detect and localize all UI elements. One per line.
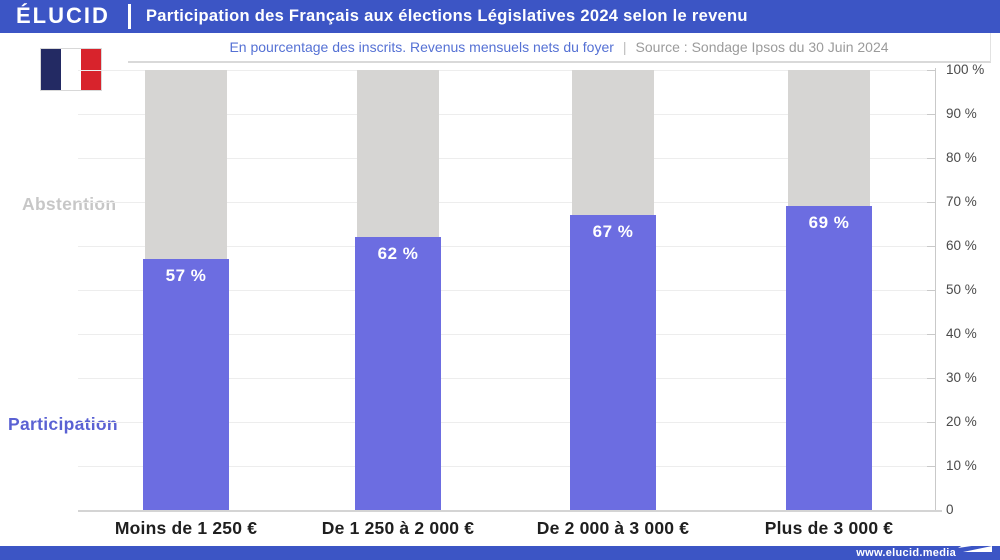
y-axis-tick (927, 422, 935, 423)
category-label: De 1 250 à 2 000 € (321, 518, 475, 538)
bar-value-label: 67 % (592, 222, 634, 242)
x-axis-line (78, 510, 942, 512)
category-label: Plus de 3 000 € (764, 518, 894, 538)
y-axis-tick (927, 378, 935, 379)
gridline (78, 466, 935, 467)
participation-bar (570, 215, 656, 510)
france-flag-icon (40, 48, 102, 91)
participation-bar (355, 237, 441, 510)
y-tick-label: 50 % (946, 282, 977, 297)
y-tick-label: 100 % (946, 62, 985, 77)
bar-value-label: 57 % (165, 266, 207, 286)
website-url: www.elucid.media (856, 547, 956, 559)
y-tick-label: 20 % (946, 414, 977, 429)
y-axis-line (935, 68, 936, 512)
abstention-bar (145, 70, 227, 260)
gridline (78, 158, 935, 159)
header-bar: ÉLUCID Participation des Français aux él… (0, 0, 1000, 33)
logo-separator (128, 4, 131, 29)
gridline (78, 70, 935, 71)
subtitle-source: Source : Sondage Ipsos du 30 Juin 2024 (635, 39, 889, 55)
elucid-logo: ÉLUCID (16, 3, 110, 28)
y-axis-tick (927, 334, 935, 335)
y-axis-tick (927, 246, 935, 247)
bar-value-label: 69 % (808, 213, 850, 233)
elucid-arrow-icon (958, 527, 992, 552)
y-tick-label: 40 % (946, 326, 977, 341)
category-label: De 2 000 à 3 000 € (536, 518, 690, 538)
category-label: Moins de 1 250 € (114, 518, 258, 538)
footer-bar (0, 546, 1000, 560)
gridline (78, 334, 935, 335)
y-tick-label: 90 % (946, 106, 977, 121)
y-axis-tick (927, 114, 935, 115)
y-tick-label: 70 % (946, 194, 977, 209)
y-tick-label: 80 % (946, 150, 977, 165)
y-tick-label: 30 % (946, 370, 977, 385)
flag-stripe-red (81, 49, 101, 90)
gridline (78, 378, 935, 379)
subtitle-separator: | (622, 39, 627, 55)
y-axis-tick (927, 466, 935, 467)
bar-value-label: 62 % (377, 244, 419, 264)
y-tick-label: 60 % (946, 238, 977, 253)
y-axis-tick (927, 70, 935, 71)
y-tick-label: 10 % (946, 458, 977, 473)
y-axis-tick (927, 290, 935, 291)
page-title: Participation des Français aux élections… (146, 7, 748, 25)
participation-bar (143, 259, 229, 510)
gridline (78, 290, 935, 291)
gridline (78, 246, 935, 247)
abstention-bar (572, 70, 654, 216)
participation-label: Participation (8, 414, 118, 434)
abstention-label: Abstention (22, 194, 117, 214)
y-axis-tick (927, 158, 935, 159)
flag-stripe-white (61, 49, 81, 90)
gridline (78, 114, 935, 115)
abstention-bar (357, 70, 439, 238)
gridline (78, 422, 935, 423)
y-tick-label: 0 (946, 502, 954, 517)
subtitle-strip: En pourcentage des inscrits. Revenus men… (128, 33, 991, 63)
subtitle-text: En pourcentage des inscrits. Revenus men… (229, 39, 614, 55)
participation-bar (786, 206, 872, 510)
flag-stripe-blue (41, 49, 61, 90)
abstention-bar (788, 70, 870, 207)
y-axis-tick (927, 202, 935, 203)
gridline (78, 202, 935, 203)
